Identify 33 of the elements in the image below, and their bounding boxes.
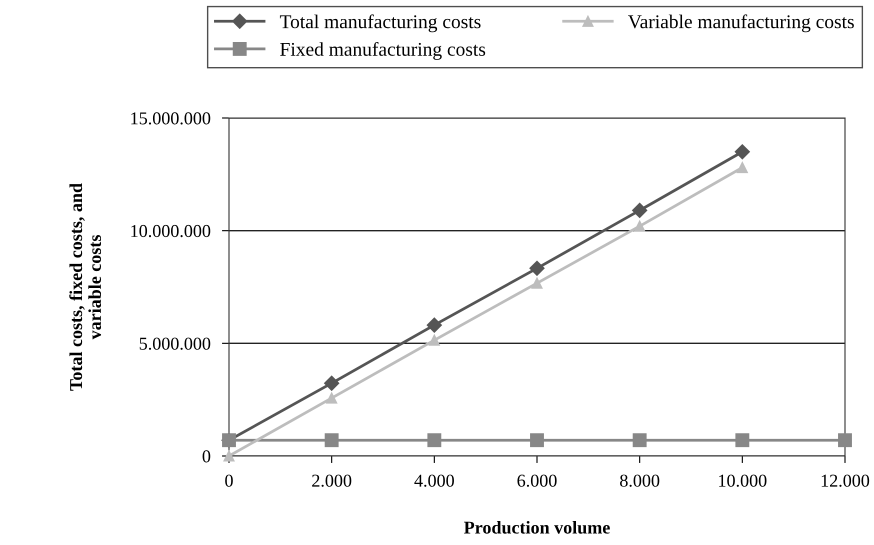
y-tick-label: 10.000.000 — [131, 224, 210, 238]
point — [428, 334, 440, 346]
point — [426, 318, 442, 333]
legend-label: Variable manufacturing costs — [628, 14, 854, 32]
point — [324, 433, 339, 448]
point — [326, 392, 338, 404]
point — [530, 433, 544, 448]
legend-label: Fixed manufacturing costs — [280, 42, 486, 60]
x-tick-label: 0 — [225, 474, 233, 487]
x-tick-label: 6.000 — [517, 474, 557, 487]
y-tick-label: 15.000.000 — [131, 112, 210, 125]
point — [634, 220, 646, 232]
x-tick-label: 4.000 — [414, 474, 454, 487]
x-tick-label: 12.000 — [822, 474, 870, 487]
x-tick-label: 8.000 — [620, 474, 660, 487]
point — [223, 450, 235, 462]
legend-label: Total manufacturing costs — [280, 14, 481, 32]
y-tick-label: 0 — [202, 450, 210, 462]
point — [735, 433, 750, 448]
point — [736, 162, 748, 174]
point — [734, 144, 750, 160]
point — [838, 433, 852, 448]
y-tick-label: 5.000.000 — [140, 338, 210, 350]
y-axis-title: Total costs, fixed costs, and variable costs — [69, 183, 102, 391]
x-tick-label: 2.000 — [312, 474, 352, 487]
point — [529, 260, 545, 276]
point — [632, 433, 647, 448]
x-tick-label: 10.000 — [719, 474, 766, 487]
x-axis-title: Production volume — [464, 520, 610, 534]
point — [531, 278, 543, 289]
point — [632, 202, 648, 218]
point — [427, 433, 442, 448]
point — [324, 376, 340, 391]
